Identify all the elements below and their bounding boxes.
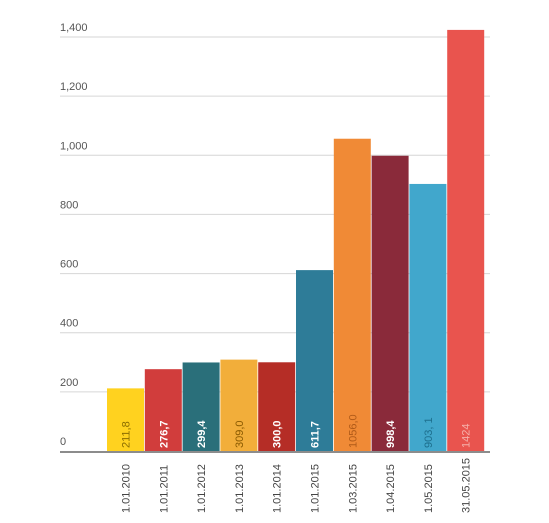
data-label: 300,0 [272, 420, 284, 448]
bar [182, 362, 220, 451]
y-tick-label: 1,000 [60, 140, 88, 152]
y-tick-label: 200 [60, 377, 78, 389]
bar [447, 29, 485, 451]
bar [220, 359, 258, 451]
data-label: 903, 1 [423, 417, 435, 448]
x-tick-label: 1.01.2012 [196, 464, 208, 513]
x-tick-label: 1.01.2015 [310, 464, 322, 513]
y-tick-label: 400 [60, 318, 78, 330]
x-tick-label: 1.01.2014 [272, 464, 284, 513]
bar [333, 138, 371, 451]
grid-lines [60, 36, 490, 393]
data-label: 211,8 [121, 421, 133, 448]
bar [258, 362, 296, 451]
x-tick-label: 1.01.2013 [234, 464, 246, 513]
data-label: 276,7 [158, 420, 170, 448]
y-tick-label: 800 [60, 199, 78, 211]
x-tick-label: 1.03.2015 [347, 464, 359, 513]
data-label: 1424 [461, 424, 473, 448]
data-label: 998,4 [385, 420, 397, 448]
y-tick-label: 0 [60, 436, 66, 448]
data-label: 611,7 [310, 421, 322, 448]
y-tick-label: 1,200 [60, 81, 88, 93]
y-axis-ticks: 0 200 400 600 800 1,000 1,200 1,400 [60, 22, 88, 448]
data-labels: 211,8 276,7 299,4 309,0 300,0 611,7 1056,0 998,… [121, 414, 473, 448]
bar [296, 270, 333, 451]
y-tick-label: 1,400 [60, 22, 88, 34]
bar [409, 183, 447, 451]
bar [144, 369, 182, 451]
bars [107, 29, 485, 451]
x-tick-label: 1.05.2015 [423, 464, 435, 513]
bar [107, 388, 144, 451]
x-axis-ticks: 1.01.2010 1.01.2011 1.01.2012 1.01.2013 1.01… [121, 458, 473, 513]
x-tick-label: 1.01.2010 [121, 464, 133, 513]
y-tick-label: 600 [60, 259, 78, 271]
x-tick-label: 31.05.2015 [461, 458, 473, 513]
x-tick-label: 1.04.2015 [385, 464, 397, 513]
data-label: 309,0 [234, 420, 246, 448]
data-label: 299,4 [196, 420, 208, 448]
bar [371, 155, 409, 451]
data-label: 1056,0 [347, 414, 359, 448]
x-tick-label: 1.01.2011 [158, 465, 170, 513]
